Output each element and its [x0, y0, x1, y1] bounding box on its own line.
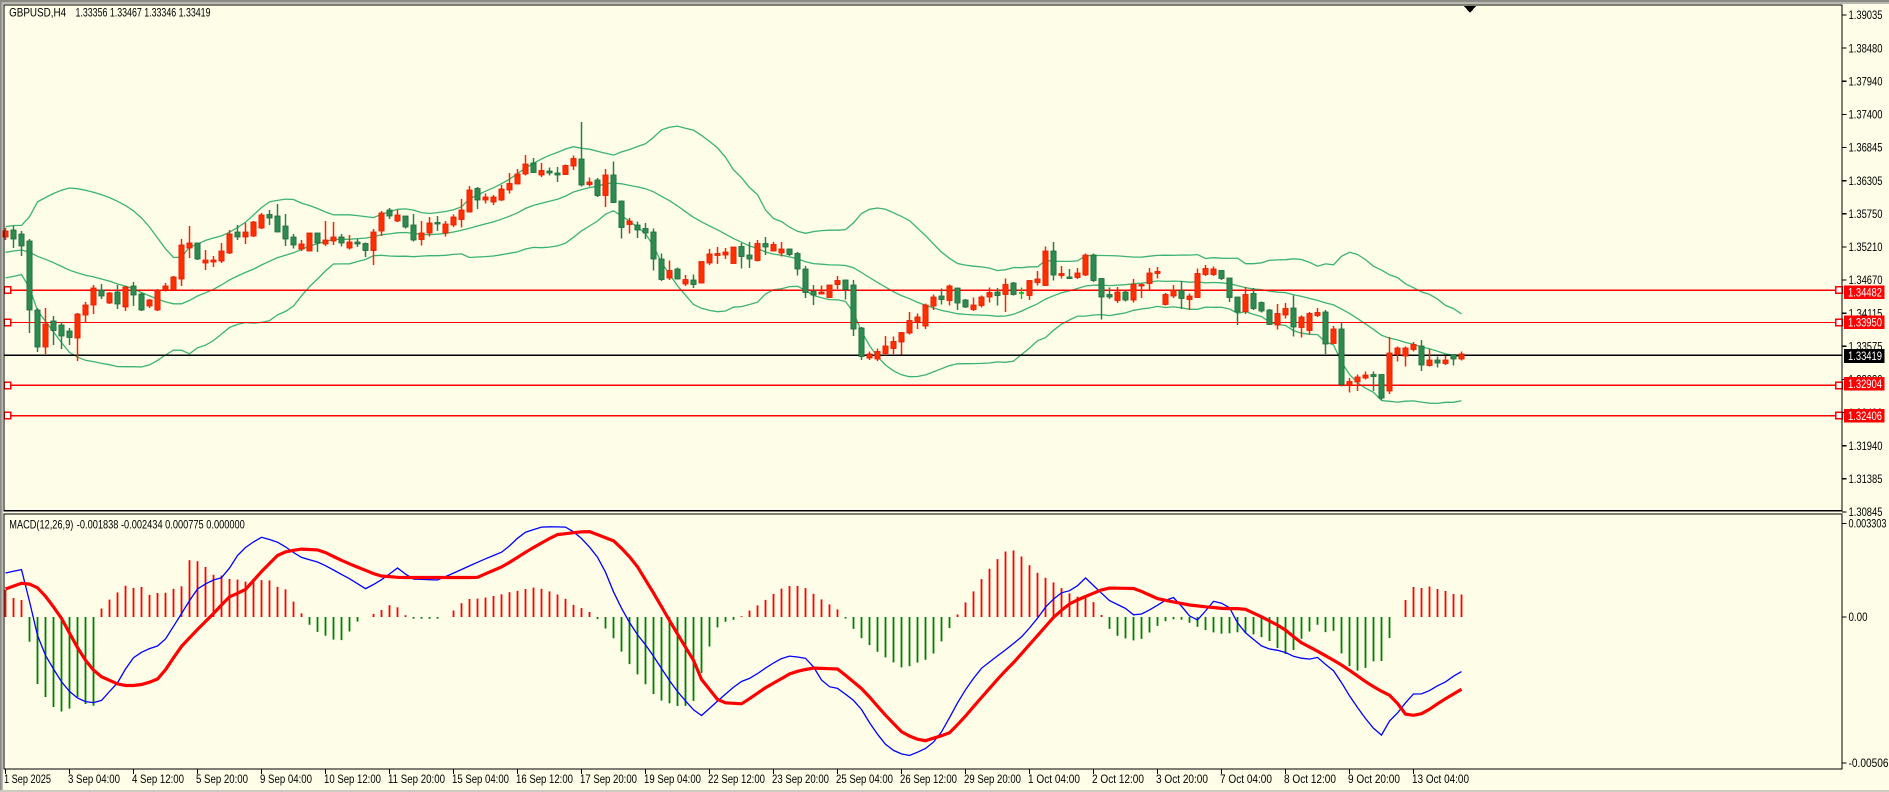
- svg-text:1 Sep 2025: 1 Sep 2025: [4, 774, 51, 786]
- svg-text:1.31385: 1.31385: [1849, 474, 1883, 486]
- svg-text:1.38480: 1.38480: [1849, 43, 1883, 55]
- svg-text:19 Sep 04:00: 19 Sep 04:00: [644, 774, 701, 786]
- svg-text:1.35210: 1.35210: [1849, 242, 1883, 254]
- svg-text:0.003303: 0.003303: [1849, 519, 1887, 531]
- svg-text:26 Sep 12:00: 26 Sep 12:00: [900, 774, 957, 786]
- svg-text:0.00: 0.00: [1849, 612, 1868, 624]
- svg-text:MACD(12,26,9): MACD(12,26,9): [9, 518, 73, 532]
- svg-text:23 Sep 20:00: 23 Sep 20:00: [772, 774, 829, 786]
- svg-text:-0.00506: -0.00506: [1849, 758, 1889, 770]
- svg-text:29 Sep 20:00: 29 Sep 20:00: [964, 774, 1021, 786]
- svg-text:1.32406: 1.32406: [1848, 411, 1882, 423]
- svg-text:7 Oct 04:00: 7 Oct 04:00: [1220, 774, 1272, 786]
- svg-text:1.36305: 1.36305: [1849, 176, 1883, 188]
- svg-text:GBPUSD,H4: GBPUSD,H4: [9, 6, 66, 20]
- svg-text:17 Sep 20:00: 17 Sep 20:00: [580, 774, 637, 786]
- svg-text:1.34670: 1.34670: [1849, 275, 1883, 287]
- svg-text:1.31940: 1.31940: [1849, 441, 1883, 453]
- svg-text:1.35750: 1.35750: [1849, 209, 1883, 221]
- svg-text:9 Oct 20:00: 9 Oct 20:00: [1348, 774, 1400, 786]
- svg-text:13 Oct 04:00: 13 Oct 04:00: [1412, 774, 1469, 786]
- svg-text:1.36845: 1.36845: [1849, 143, 1883, 155]
- svg-text:1.30845: 1.30845: [1849, 507, 1883, 519]
- svg-text:16 Sep 12:00: 16 Sep 12:00: [516, 774, 573, 786]
- svg-text:2 Oct 12:00: 2 Oct 12:00: [1092, 774, 1144, 786]
- svg-text:9 Sep 04:00: 9 Sep 04:00: [260, 774, 312, 786]
- svg-text:1.34482: 1.34482: [1848, 288, 1882, 300]
- svg-text:1.39035: 1.39035: [1849, 10, 1883, 22]
- svg-text:1.33950: 1.33950: [1848, 318, 1882, 330]
- svg-text:10 Sep 12:00: 10 Sep 12:00: [324, 774, 381, 786]
- svg-text:1.37940: 1.37940: [1849, 77, 1883, 89]
- svg-text:3 Sep 04:00: 3 Sep 04:00: [68, 774, 120, 786]
- svg-text:1.32904: 1.32904: [1848, 379, 1882, 391]
- svg-text:-0.001838 -0.002434 0.000775 0: -0.001838 -0.002434 0.000775 0.000000: [77, 518, 245, 532]
- svg-text:5 Sep 20:00: 5 Sep 20:00: [196, 774, 248, 786]
- svg-text:3 Oct 20:00: 3 Oct 20:00: [1156, 774, 1208, 786]
- svg-text:4 Sep 12:00: 4 Sep 12:00: [132, 774, 184, 786]
- svg-text:8 Oct 12:00: 8 Oct 12:00: [1284, 774, 1336, 786]
- svg-text:1 Oct 04:00: 1 Oct 04:00: [1028, 774, 1080, 786]
- svg-text:11 Sep 20:00: 11 Sep 20:00: [388, 774, 445, 786]
- svg-text:1.33419: 1.33419: [1848, 351, 1882, 363]
- svg-text:25 Sep 04:00: 25 Sep 04:00: [836, 774, 893, 786]
- svg-text:1.33356 1.33467 1.33346 1.3341: 1.33356 1.33467 1.33346 1.33419: [76, 6, 211, 20]
- svg-text:1.37400: 1.37400: [1849, 110, 1883, 122]
- svg-text:22 Sep 12:00: 22 Sep 12:00: [708, 774, 765, 786]
- svg-text:15 Sep 04:00: 15 Sep 04:00: [452, 774, 509, 786]
